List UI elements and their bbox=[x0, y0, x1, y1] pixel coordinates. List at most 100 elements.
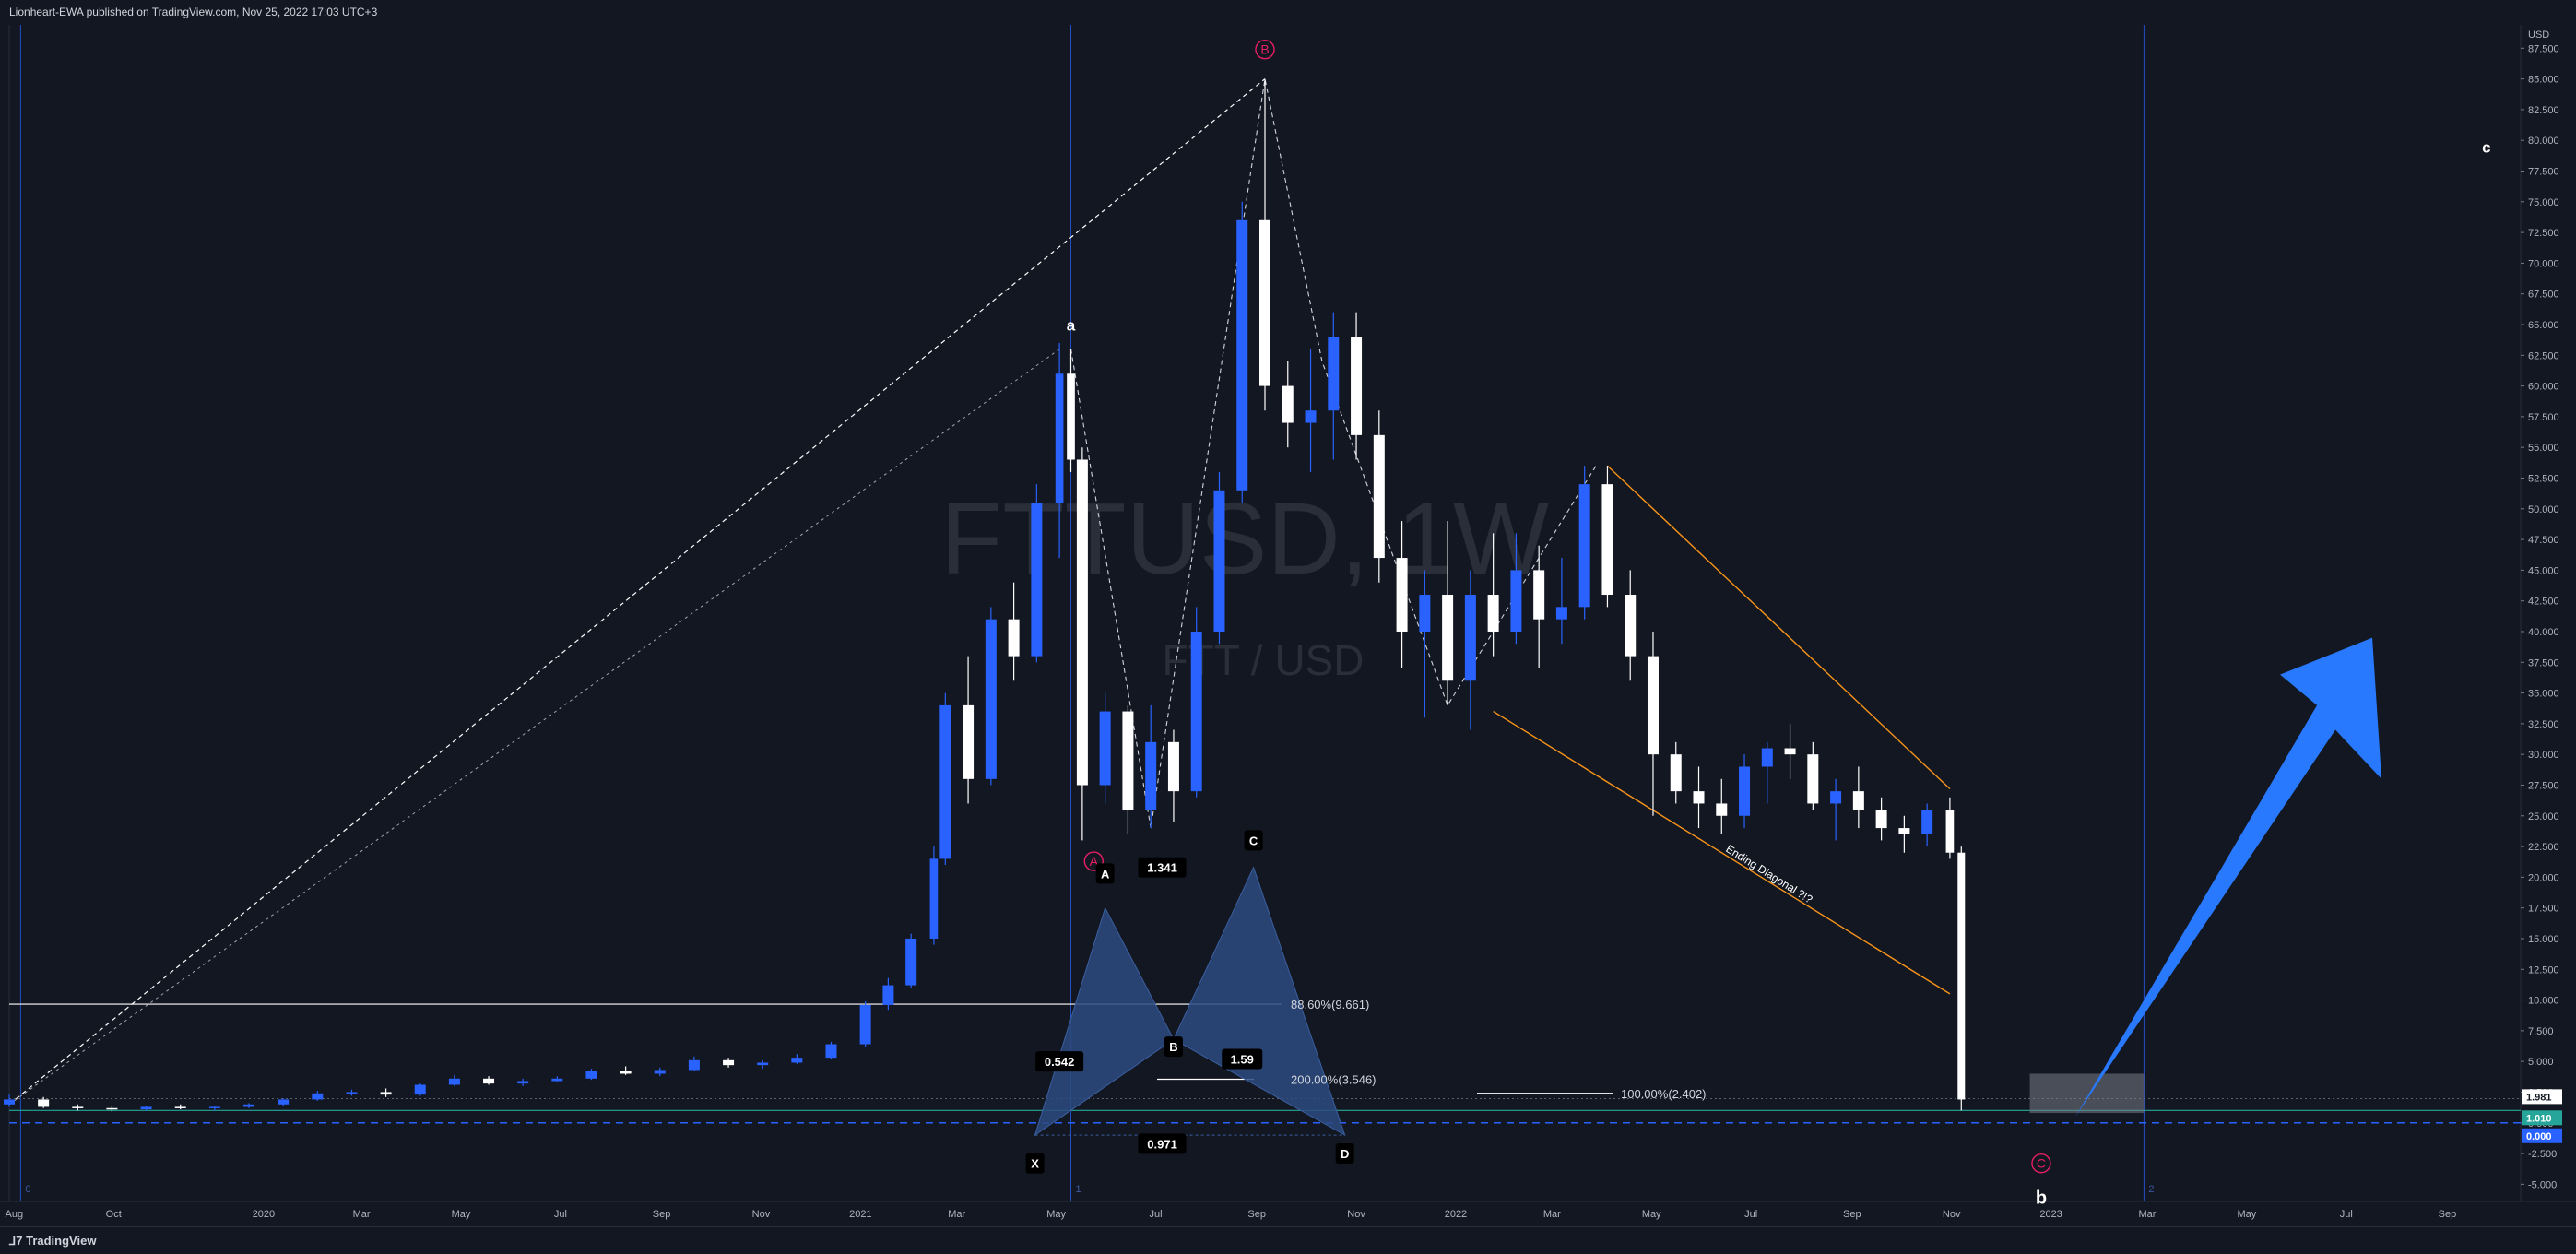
candle[interactable] bbox=[483, 1076, 495, 1085]
candle[interactable] bbox=[1761, 741, 1773, 804]
candle[interactable] bbox=[1213, 471, 1225, 645]
candle[interactable] bbox=[791, 1054, 803, 1064]
candle[interactable] bbox=[1464, 570, 1476, 730]
candle-body bbox=[1213, 490, 1225, 632]
candle[interactable] bbox=[1921, 803, 1933, 847]
price-tick-label: 10.000 bbox=[2528, 996, 2559, 1007]
candle[interactable] bbox=[1282, 361, 1294, 448]
candle[interactable] bbox=[1236, 201, 1248, 503]
time-tick-label: Mar bbox=[353, 1209, 371, 1220]
candle[interactable] bbox=[414, 1083, 426, 1096]
candle[interactable] bbox=[882, 977, 894, 1011]
candle[interactable] bbox=[1555, 558, 1567, 645]
candle[interactable] bbox=[1442, 521, 1454, 705]
candle[interactable] bbox=[1601, 466, 1613, 608]
candle[interactable] bbox=[1957, 846, 1966, 1111]
candle[interactable] bbox=[517, 1078, 529, 1086]
candle[interactable] bbox=[688, 1056, 700, 1071]
candle[interactable] bbox=[1067, 349, 1075, 472]
candle[interactable] bbox=[1533, 545, 1545, 668]
time-tick-label: 2022 bbox=[1445, 1209, 1467, 1220]
candle[interactable] bbox=[1487, 533, 1499, 657]
candle[interactable] bbox=[723, 1058, 735, 1068]
candle[interactable] bbox=[1945, 797, 1955, 859]
candle[interactable] bbox=[1305, 349, 1317, 472]
candle[interactable] bbox=[963, 656, 975, 804]
candle[interactable] bbox=[1373, 410, 1385, 583]
candle[interactable] bbox=[1190, 607, 1202, 798]
price-tick-label: -5.000 bbox=[2528, 1179, 2557, 1190]
candle[interactable] bbox=[1898, 815, 1910, 853]
publish-info: Lionheart-EWA published on TradingView.c… bbox=[9, 6, 378, 18]
candle[interactable] bbox=[1167, 729, 1179, 822]
candle[interactable] bbox=[1008, 582, 1020, 681]
candle[interactable] bbox=[905, 933, 917, 988]
candle[interactable] bbox=[448, 1074, 460, 1086]
harmonic-point-bg bbox=[1244, 830, 1263, 851]
candle[interactable] bbox=[278, 1098, 290, 1106]
candles[interactable] bbox=[4, 78, 1966, 1112]
candle[interactable] bbox=[1693, 766, 1705, 829]
candle[interactable] bbox=[1739, 754, 1751, 829]
candle[interactable] bbox=[985, 607, 997, 786]
candle[interactable] bbox=[380, 1088, 392, 1097]
candle[interactable] bbox=[1076, 447, 1088, 841]
candle[interactable] bbox=[1510, 533, 1522, 645]
candle[interactable] bbox=[859, 1000, 871, 1047]
candle[interactable] bbox=[1784, 723, 1796, 779]
candle-body bbox=[1008, 619, 1020, 657]
candle[interactable] bbox=[1807, 741, 1819, 810]
harmonic-point: X bbox=[1031, 1157, 1039, 1171]
candle[interactable] bbox=[1875, 797, 1887, 841]
candle[interactable] bbox=[1830, 778, 1842, 841]
candle[interactable] bbox=[243, 1103, 255, 1108]
tradingview-logo[interactable]: ⅃7 TradingView bbox=[9, 1234, 96, 1248]
candle[interactable] bbox=[4, 1094, 15, 1107]
candle[interactable] bbox=[140, 1106, 152, 1111]
candle-body bbox=[1555, 607, 1567, 620]
candle[interactable] bbox=[1716, 778, 1728, 834]
candle[interactable] bbox=[312, 1091, 324, 1101]
candle[interactable] bbox=[1852, 766, 1864, 829]
candle[interactable] bbox=[1099, 692, 1111, 804]
time-tick-label: May bbox=[1046, 1209, 1066, 1220]
candle[interactable] bbox=[929, 846, 939, 945]
candle[interactable] bbox=[585, 1069, 597, 1081]
candle[interactable] bbox=[72, 1104, 84, 1111]
time-axis[interactable]: Aug Oct 2020 Mar May Jul Sep Nov 2021 Mar May Jul Se… bbox=[6, 1209, 2457, 1220]
price-tick-label: 65.000 bbox=[2528, 320, 2559, 331]
drawings-background: 0 1 2 bbox=[0, 25, 2576, 1202]
candle[interactable] bbox=[1578, 466, 1590, 620]
candle-body bbox=[929, 858, 939, 939]
candle[interactable] bbox=[825, 1041, 837, 1059]
candle-body bbox=[723, 1059, 735, 1066]
candle[interactable] bbox=[1670, 741, 1682, 804]
candle[interactable] bbox=[106, 1106, 118, 1112]
candle[interactable] bbox=[1031, 484, 1043, 663]
candle-body bbox=[1739, 766, 1751, 816]
candle[interactable] bbox=[551, 1076, 563, 1082]
candle[interactable] bbox=[346, 1089, 358, 1096]
candle[interactable] bbox=[1259, 78, 1270, 411]
candle[interactable] bbox=[174, 1104, 186, 1110]
candle[interactable] bbox=[757, 1059, 769, 1070]
candle[interactable] bbox=[654, 1067, 666, 1077]
candle[interactable] bbox=[1396, 521, 1408, 668]
candle[interactable] bbox=[1419, 570, 1431, 718]
candle[interactable] bbox=[1055, 342, 1064, 559]
candle[interactable] bbox=[208, 1106, 220, 1111]
candle[interactable] bbox=[1122, 704, 1134, 834]
candle[interactable] bbox=[1328, 312, 1340, 460]
candle[interactable] bbox=[939, 692, 951, 866]
candle[interactable] bbox=[1145, 704, 1157, 829]
candle[interactable] bbox=[1351, 312, 1363, 460]
candle[interactable] bbox=[620, 1066, 632, 1075]
harmonic-xab bbox=[1034, 906, 1175, 1137]
harmonic-point: B bbox=[1169, 1040, 1177, 1054]
candle[interactable] bbox=[38, 1096, 50, 1108]
candle[interactable] bbox=[1647, 631, 1659, 816]
price-axis[interactable]: USD 87.500 85.000 82.500 80.000 77.500 75.000 7… bbox=[2521, 30, 2562, 1190]
time-tick-label: Mar bbox=[1543, 1209, 1561, 1220]
candle[interactable] bbox=[1625, 570, 1637, 681]
